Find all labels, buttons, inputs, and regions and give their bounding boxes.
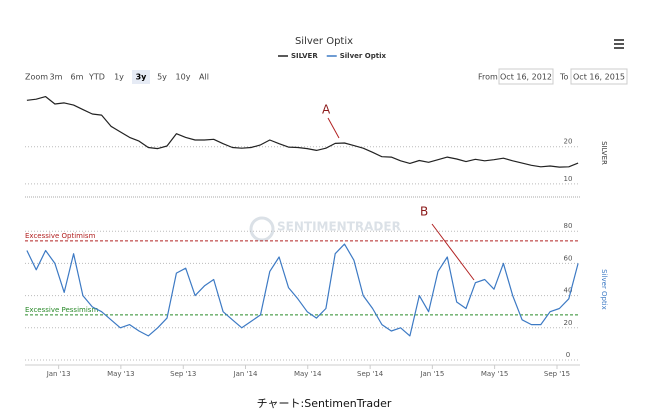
- x-tick-label: Sep '14: [357, 370, 384, 378]
- x-tick-label: Jan '15: [419, 370, 444, 378]
- range-button[interactable]: YTD: [88, 73, 105, 82]
- x-tick-label: May '13: [107, 370, 135, 378]
- annotation: B: [420, 205, 428, 219]
- range-button[interactable]: 3y: [132, 70, 150, 84]
- range-button-label: YTD: [88, 73, 105, 82]
- menu-button[interactable]: [614, 39, 624, 49]
- menu-bar: [614, 39, 624, 41]
- x-tick-label: Sep '13: [170, 370, 196, 378]
- y-axis-title: Silver Optix: [600, 269, 608, 310]
- to-label: To: [559, 73, 569, 82]
- y-axis-title: SILVER: [600, 141, 608, 165]
- range-button-label: All: [199, 73, 209, 82]
- range-button-bg: [132, 70, 150, 84]
- x-tick-label: May '14: [294, 370, 322, 378]
- range-button-label: 6m: [71, 73, 84, 82]
- legend-label: Silver Optix: [340, 52, 387, 60]
- reference-label: Excessive Optimism: [25, 232, 96, 240]
- range-button[interactable]: All: [199, 73, 209, 82]
- annotation: A: [322, 103, 331, 117]
- range-button[interactable]: 1y: [114, 73, 124, 82]
- to-input[interactable]: Oct 16, 2015: [570, 68, 628, 85]
- range-button-label: 3y: [136, 73, 148, 82]
- series-line: [26, 96, 579, 168]
- x-tick-label: Sep '15: [544, 370, 570, 378]
- input-box: [498, 68, 554, 85]
- y-tick-label: 80: [564, 222, 573, 230]
- y-tick-label: 20: [564, 138, 573, 146]
- legend-label: SILVER: [291, 52, 318, 60]
- legend-item[interactable]: Silver Optix: [326, 52, 387, 60]
- y-tick-label: 60: [564, 254, 573, 262]
- to-value: Oct 16, 2015: [573, 73, 625, 82]
- range-button[interactable]: 10y: [176, 73, 191, 82]
- caption: チャート:SentimenTrader: [257, 397, 392, 410]
- chart-title: Silver Optix: [295, 36, 353, 47]
- y-tick-label: 10: [564, 175, 573, 183]
- series-line: [26, 243, 579, 337]
- range-button[interactable]: 3m: [50, 73, 63, 82]
- watermark: SENTIMENTRADER: [249, 216, 401, 242]
- reference-label: Excessive Pessimism: [25, 306, 98, 314]
- y-tick-label: 0: [566, 351, 570, 359]
- range-button[interactable]: 6m: [71, 73, 84, 82]
- range-button-label: 3m: [50, 73, 63, 82]
- x-tick-label: Jan '13: [46, 370, 71, 378]
- legend-item[interactable]: SILVER: [278, 52, 318, 60]
- menu-bar: [614, 47, 624, 49]
- watermark-logo: [249, 216, 275, 242]
- y-tick-label: 20: [564, 319, 573, 327]
- x-tick-label: Jan '14: [233, 370, 258, 378]
- range-button-label: 5y: [157, 73, 167, 82]
- from-input[interactable]: Oct 16, 2012: [498, 68, 554, 85]
- from-value: Oct 16, 2012: [500, 73, 552, 82]
- y-tick-label: 40: [564, 287, 573, 295]
- range-button-label: 1y: [114, 73, 124, 82]
- from-label: From: [478, 73, 498, 82]
- menu-bar: [614, 43, 624, 45]
- annotation-arrow: [327, 117, 340, 139]
- range-button-label: 10y: [176, 73, 191, 82]
- range-button[interactable]: 5y: [157, 73, 167, 82]
- x-tick-label: May '15: [481, 370, 509, 378]
- zoom-label: Zoom: [25, 73, 48, 82]
- input-box: [570, 68, 628, 85]
- annotation-arrow: [431, 223, 475, 281]
- watermark-text: SENTIMENTRADER: [277, 220, 401, 234]
